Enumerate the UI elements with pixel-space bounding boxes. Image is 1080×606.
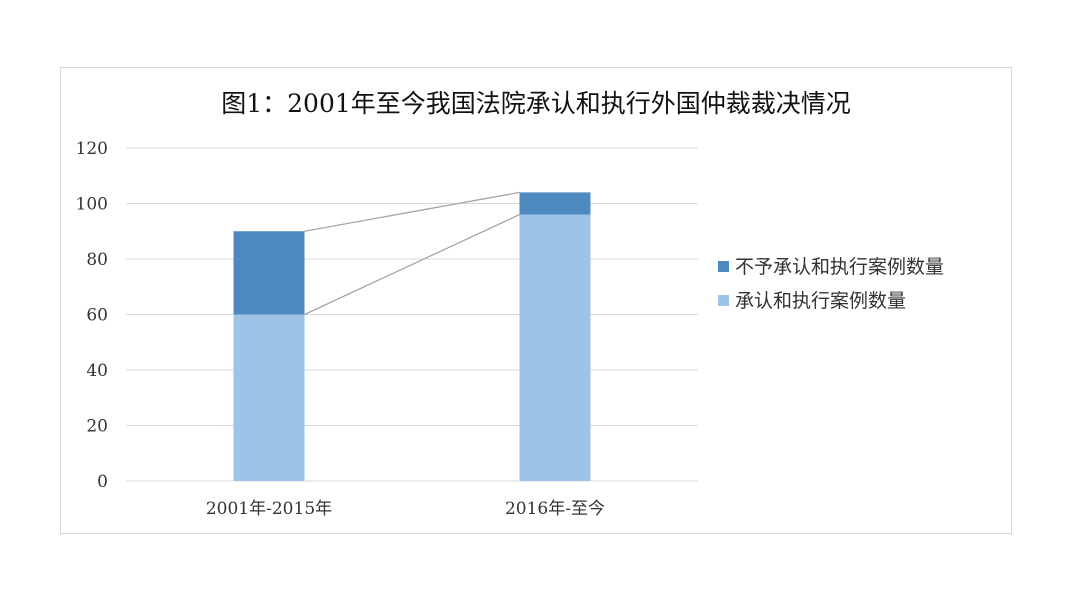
legend-label: 不予承认和执行案例数量 — [735, 256, 944, 278]
x-tick-label: 2016年-至今 — [505, 499, 605, 519]
chart-title: 图1：2001年至今我国法院承认和执行外国仲裁裁决情况 — [221, 89, 851, 118]
bar-segment — [233, 314, 305, 481]
y-tick-label: 120 — [76, 139, 108, 159]
y-tick-label: 0 — [97, 472, 108, 492]
y-tick-label: 60 — [86, 306, 108, 326]
y-tick-label: 100 — [76, 195, 108, 215]
bar-segment — [519, 192, 591, 215]
chart-svg: 图1：2001年至今我国法院承认和执行外国仲裁裁决情况 0 20 40 60 80 100… — [76, 89, 944, 519]
x-axis-tick-labels: 2001年-2015年 2016年-至今 — [206, 499, 605, 519]
y-tick-label: 80 — [86, 250, 108, 270]
legend-label: 承认和执行案例数量 — [735, 290, 906, 312]
bars — [233, 192, 591, 481]
bar-segment — [519, 214, 591, 481]
chart-frame: 图1：2001年至今我国法院承认和执行外国仲裁裁决情况 0 20 40 60 80 100… — [60, 67, 1012, 534]
series-line — [304, 191, 520, 232]
x-tick-label: 2001年-2015年 — [206, 499, 332, 519]
gridlines — [126, 147, 698, 482]
series-connector-lines — [304, 191, 520, 316]
legend-swatch — [718, 261, 729, 272]
series-line — [304, 214, 520, 316]
legend-swatch — [718, 295, 729, 306]
y-axis-tick-labels: 0 20 40 60 80 100 120 — [76, 139, 108, 492]
y-tick-label: 20 — [86, 417, 108, 437]
bar-segment — [233, 231, 305, 315]
y-tick-label: 40 — [86, 361, 108, 381]
